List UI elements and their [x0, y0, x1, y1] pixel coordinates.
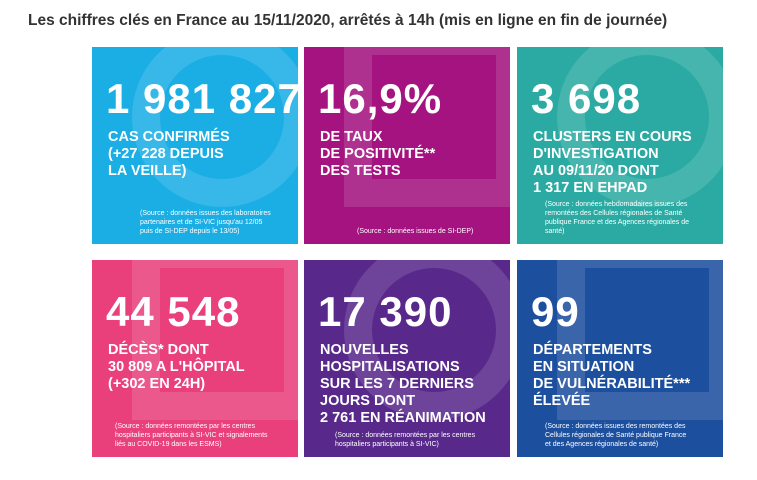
source-line: liés au COVID-19 dans les ESMS)	[115, 441, 222, 448]
source-line: puis de SI-DEP depuis le 13/05)	[140, 228, 240, 235]
decoration	[132, 47, 298, 207]
label-line: D'INVESTIGATION	[533, 146, 659, 162]
label-line: (+302 EN 24H)	[108, 376, 206, 392]
label-line: 2 761 EN RÉANIMATION	[320, 410, 486, 426]
source-note: (Source : données remontées par les cent…	[115, 422, 268, 449]
decoration	[557, 260, 723, 420]
decoration	[344, 47, 510, 207]
page-title: Les chiffres clés en France au 15/11/202…	[28, 12, 668, 29]
source-line: (Source : données issues de SI-DEP)	[357, 228, 474, 235]
label-line: 1 317 EN EHPAD	[533, 180, 648, 196]
stat-label: DÉPARTEMENTS EN SITUATION DE VULNÉRABILITÉ…	[533, 342, 690, 410]
label-line: (+27 228 DEPUIS	[108, 146, 224, 162]
source-line: publique France et des Agences régionale…	[545, 219, 689, 226]
stat-tile: 3 698 CLUSTERS EN COURS D'INVESTIGATION AU …	[517, 47, 723, 244]
label-line: DÉCÈS* DONT	[108, 342, 209, 358]
stat-label: NOUVELLES HOSPITALISATIONS SUR LES 7 DERNI…	[320, 342, 486, 427]
source-note: (Source : données issues des remontées d…	[545, 422, 686, 449]
stat-tile: 17 390 NOUVELLES HOSPITALISATIONS SUR LES 7…	[304, 260, 510, 457]
decoration	[132, 260, 298, 420]
label-line: JOURS DONT	[320, 393, 416, 409]
label-line: 30 809 A L'HÔPITAL	[108, 359, 245, 375]
stat-number: 17 390	[318, 288, 453, 335]
stat-tile: 99 DÉPARTEMENTS EN SITUATION DE VULNÉRABILI…	[517, 260, 723, 457]
stat-label: DE TAUX DE POSITIVITÉ** DES TESTS	[320, 129, 435, 180]
label-line: DE TAUX	[320, 129, 383, 145]
label-line: ÉLEVÉE	[533, 393, 591, 409]
stat-label: CLUSTERS EN COURS D'INVESTIGATION AU 09/11…	[533, 129, 692, 197]
stat-number: 16,9%	[318, 75, 443, 122]
stat-number: 99	[531, 288, 580, 335]
stat-tile: 44 548 DÉCÈS* DONT 30 809 A L'HÔPITAL (+302…	[92, 260, 298, 457]
label-line: DE POSITIVITÉ**	[320, 146, 436, 162]
label-line: EN SITUATION	[533, 359, 635, 375]
source-line: (Source : données remontées par les cent…	[335, 432, 476, 439]
stat-tile: 1 981 827 CAS CONFIRMÉS (+27 228 DEPUIS LA …	[92, 47, 298, 244]
source-line: (Source : données hebdomadaires issues d…	[545, 201, 688, 208]
source-line: santé)	[545, 228, 565, 235]
stat-number: 44 548	[106, 288, 241, 335]
label-line: HOSPITALISATIONS	[320, 359, 460, 375]
source-line: (Source : données remontées par les cent…	[115, 423, 256, 430]
stat-number: 1 981 827	[106, 75, 298, 122]
source-line: hospitaliers participants à SI-VIC)	[335, 441, 439, 448]
label-line: AU 09/11/20 DONT	[533, 163, 659, 179]
stat-label: DÉCÈS* DONT 30 809 A L'HÔPITAL (+302 EN 24…	[108, 342, 245, 393]
source-line: remontées des Cellules régionales de San…	[545, 210, 683, 217]
source-line: (Source : données issues des remontées d…	[545, 423, 686, 430]
source-line: (Source : données issues des laboratoire…	[140, 210, 271, 217]
label-line: SUR LES 7 DERNIERS	[320, 376, 474, 392]
label-line: NOUVELLES	[320, 342, 409, 358]
stat-label: CAS CONFIRMÉS (+27 228 DEPUIS LA VEILLE)	[108, 129, 230, 180]
source-line: Cellules régionales de Santé publique Fr…	[545, 432, 687, 439]
source-note: (Source : données issues des laboratoire…	[140, 209, 271, 236]
source-note: (Source : données remontées par les cent…	[335, 431, 475, 449]
source-line: partenaires et de SI-VIC jusqu'au 12/05	[140, 219, 263, 226]
source-line: hospitaliers participants à SI-VIC et si…	[115, 432, 268, 439]
label-line: CAS CONFIRMÉS	[108, 129, 230, 145]
label-line: CLUSTERS EN COURS	[533, 129, 692, 145]
label-line: DE VULNÉRABILITÉ***	[533, 376, 691, 392]
source-note: (Source : données hebdomadaires issues d…	[545, 200, 689, 236]
stat-number: 3 698	[531, 75, 642, 122]
source-line: et des Agences régionales de santé)	[545, 441, 659, 448]
label-line: DÉPARTEMENTS	[533, 342, 652, 358]
source-note: (Source : données issues de SI-DEP)	[357, 227, 473, 236]
stat-tile: 16,9% DE TAUX DE POSITIVITÉ** DES TESTS (Sou…	[304, 47, 510, 244]
label-line: DES TESTS	[320, 163, 401, 179]
label-line: LA VEILLE)	[108, 163, 187, 179]
